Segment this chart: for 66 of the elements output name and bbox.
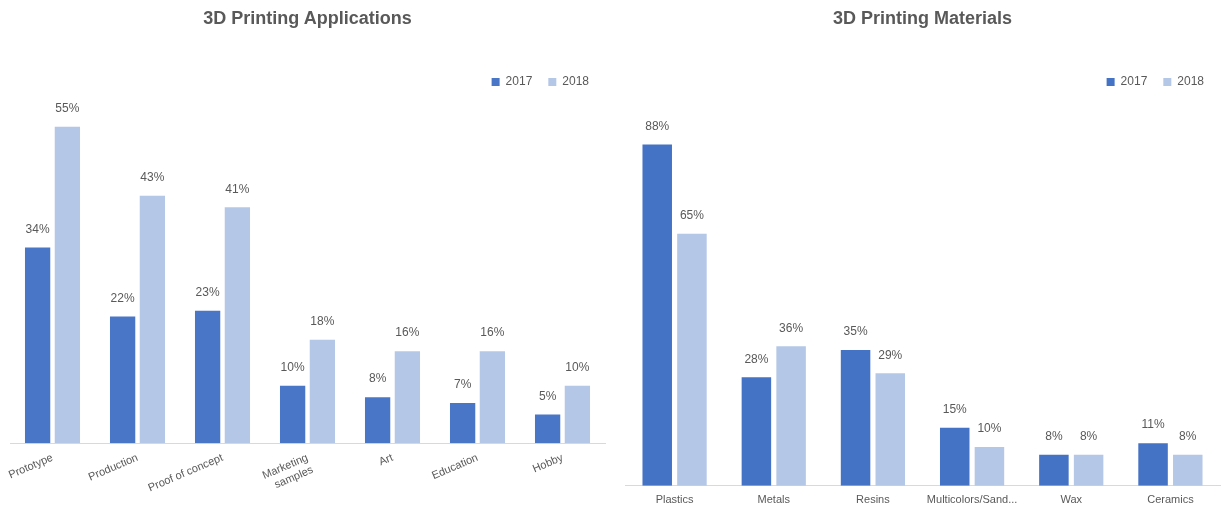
legend-label: 2017 — [505, 74, 533, 89]
bar — [54, 126, 81, 444]
data-label: 55% — [55, 101, 80, 116]
bar — [840, 350, 871, 486]
x-tick-label: Plastics — [655, 493, 695, 506]
bar — [1138, 443, 1168, 486]
bar — [875, 373, 906, 486]
data-label: 23% — [195, 285, 220, 300]
bar — [974, 447, 1005, 486]
bar — [564, 385, 591, 444]
data-label: 8% — [1045, 429, 1063, 444]
data-label: 8% — [1179, 429, 1197, 444]
data-label: 11% — [1141, 417, 1165, 432]
x-tick-label: Multicolors/Sand... — [926, 493, 1018, 506]
bar — [939, 427, 970, 486]
data-label: 8% — [1079, 429, 1098, 444]
data-label: 16% — [480, 325, 505, 340]
data-label: 35% — [843, 324, 868, 339]
data-label: 10% — [280, 359, 305, 374]
data-label: 29% — [878, 347, 903, 362]
bar — [1173, 454, 1203, 486]
x-tick-label: Wax — [1060, 493, 1083, 506]
bar — [1039, 454, 1069, 486]
data-label: 10% — [977, 421, 1002, 436]
data-label: 5% — [538, 388, 557, 403]
data-label: 18% — [310, 313, 335, 328]
bar — [479, 351, 506, 444]
data-label: 8% — [368, 371, 387, 386]
bar — [741, 377, 772, 486]
bar — [642, 144, 672, 486]
bar — [394, 351, 421, 444]
x-tick-label: Metals — [757, 493, 791, 506]
data-label: 7% — [453, 377, 472, 392]
legend-label: 2018 — [1177, 74, 1205, 89]
bar — [109, 316, 136, 444]
bar — [1073, 454, 1104, 486]
bar — [139, 195, 166, 444]
chart-title: 3D Printing Materials — [831, 8, 1013, 29]
bar — [776, 346, 806, 486]
data-label: 65% — [679, 208, 705, 223]
bar — [24, 247, 51, 444]
legend-label: 2017 — [1120, 74, 1148, 89]
bar — [309, 339, 336, 444]
bar — [364, 397, 391, 444]
data-label: 88% — [645, 118, 670, 133]
data-label: 34% — [25, 221, 50, 236]
bar — [677, 233, 707, 486]
data-label: 10% — [565, 359, 590, 374]
data-label: 28% — [744, 351, 769, 366]
data-label: 16% — [395, 325, 420, 340]
data-label: 36% — [779, 320, 804, 335]
data-label: 43% — [140, 170, 165, 185]
bar — [449, 402, 476, 444]
x-tick-label: Art — [376, 450, 395, 468]
data-label: 41% — [225, 181, 250, 196]
bar — [194, 310, 221, 444]
x-tick-label: Resins — [856, 493, 891, 506]
bar — [279, 385, 306, 444]
chart-title: 3D Printing Applications — [202, 8, 413, 29]
bar — [534, 414, 561, 444]
x-tick-label: Ceramics — [1147, 493, 1195, 506]
x-tick-label: Hobby — [530, 450, 565, 475]
data-label: 15% — [942, 401, 968, 416]
bar — [224, 207, 251, 444]
legend-label: 2018 — [562, 74, 590, 89]
data-label: 22% — [110, 290, 135, 305]
